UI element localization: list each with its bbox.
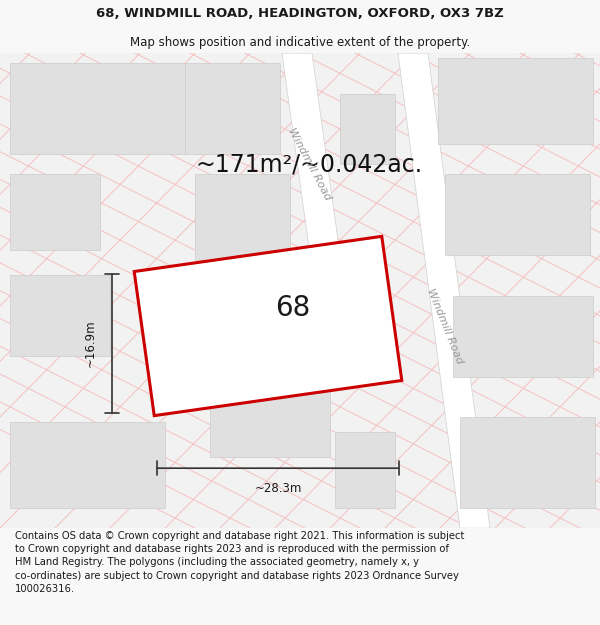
Bar — [340, 94, 395, 164]
Bar — [185, 63, 280, 154]
Polygon shape — [282, 53, 345, 291]
Text: Contains OS data © Crown copyright and database right 2021. This information is : Contains OS data © Crown copyright and d… — [15, 531, 464, 594]
Bar — [438, 58, 593, 144]
Text: Windmill Road: Windmill Road — [287, 126, 334, 202]
Polygon shape — [134, 236, 402, 416]
Text: Map shows position and indicative extent of the property.: Map shows position and indicative extent… — [130, 36, 470, 49]
Bar — [10, 63, 185, 154]
Bar — [445, 174, 590, 255]
Bar — [335, 432, 395, 508]
Bar — [210, 376, 330, 458]
Text: ~171m²/~0.042ac.: ~171m²/~0.042ac. — [195, 152, 422, 176]
Bar — [195, 174, 290, 260]
Text: 68, WINDMILL ROAD, HEADINGTON, OXFORD, OX3 7BZ: 68, WINDMILL ROAD, HEADINGTON, OXFORD, O… — [96, 7, 504, 20]
Bar — [460, 417, 595, 508]
Bar — [10, 174, 100, 250]
Polygon shape — [398, 53, 490, 528]
Text: 68: 68 — [275, 294, 311, 322]
Bar — [10, 276, 110, 356]
Text: ~16.9m: ~16.9m — [83, 320, 97, 368]
Bar — [10, 422, 165, 508]
Text: ~28.3m: ~28.3m — [254, 482, 302, 495]
Bar — [453, 296, 593, 376]
Text: Windmill Road: Windmill Road — [425, 287, 465, 365]
